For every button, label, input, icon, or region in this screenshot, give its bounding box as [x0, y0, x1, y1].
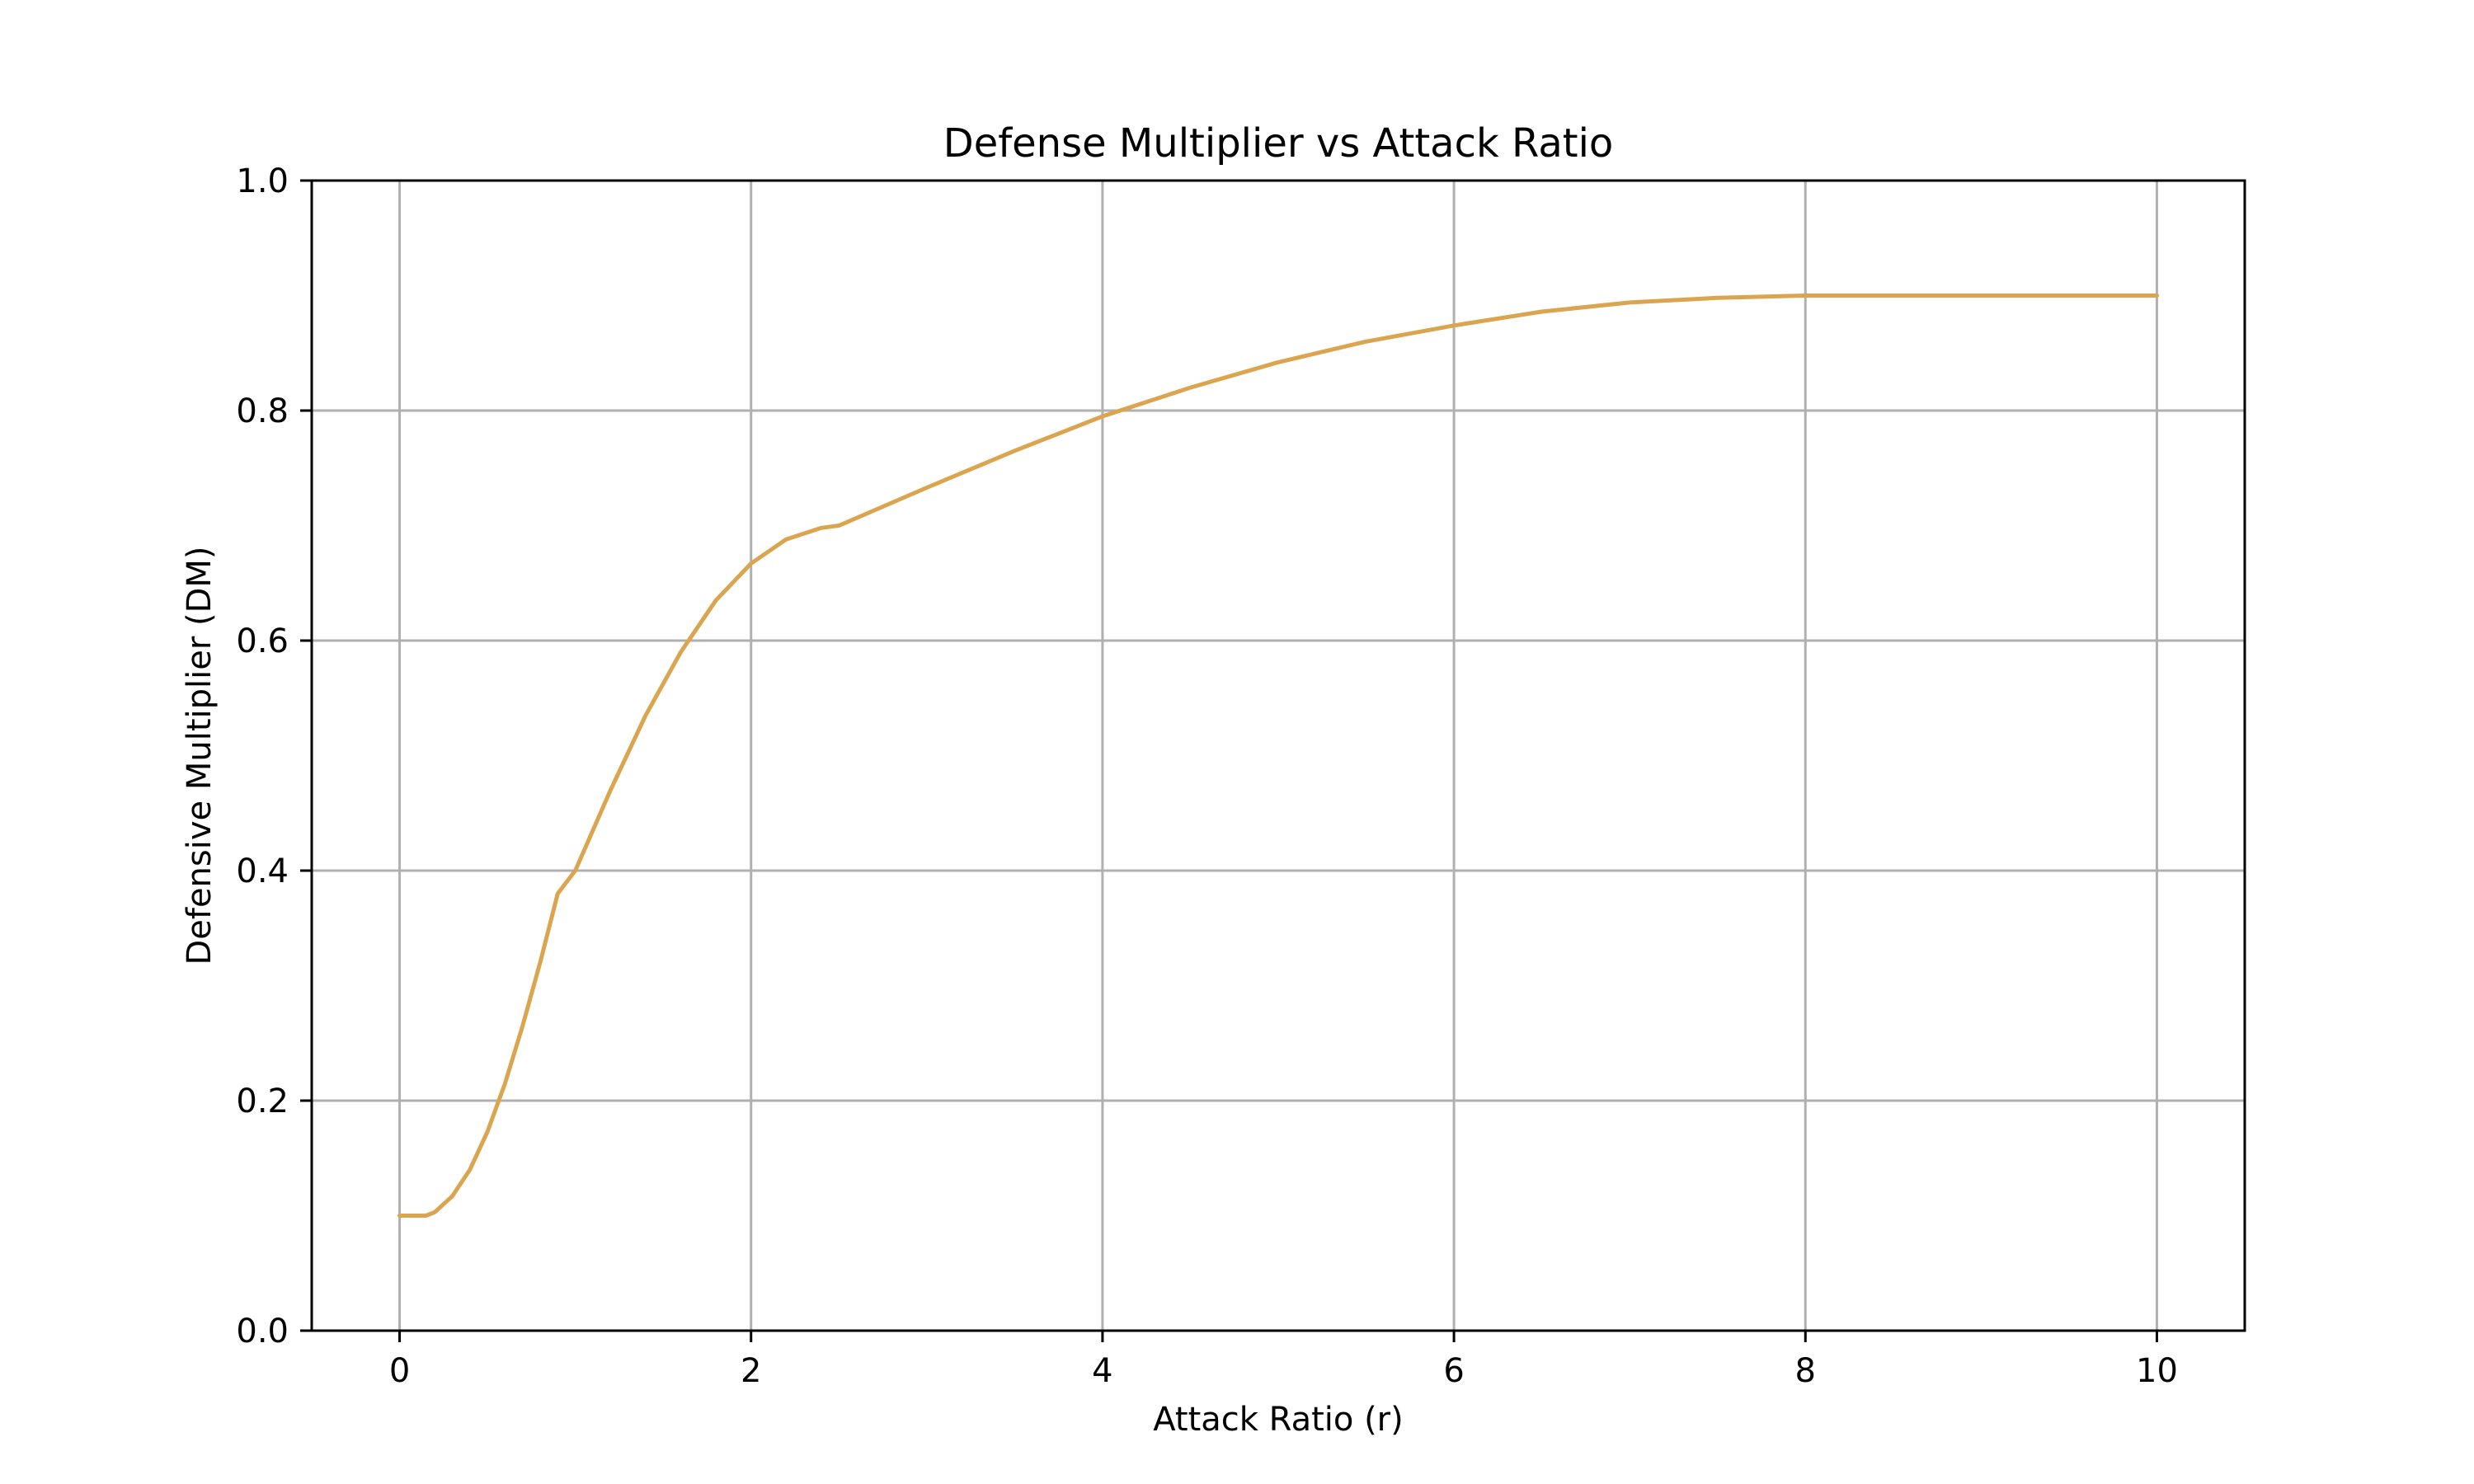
x-axis-label: Attack Ratio (r): [1153, 1401, 1403, 1439]
x-tick-label: 4: [1092, 1352, 1112, 1390]
y-tick-label: 0.2: [236, 1082, 289, 1120]
x-tick-label: 8: [1795, 1352, 1816, 1390]
ticks: 0 2 4 6 8 10 0.0 0.2 0.4 0.6 0.8 1.0: [236, 162, 2178, 1390]
series-layer: [397, 294, 2159, 1218]
y-tick-label: 0.4: [236, 852, 289, 890]
y-tick-label: 0.0: [236, 1313, 289, 1350]
x-tick-label: 10: [2136, 1352, 2178, 1390]
y-tick-label: 0.8: [236, 392, 289, 430]
x-tick-label: 0: [389, 1352, 410, 1390]
chart-title: Defense Multiplier vs Attack Ratio: [943, 120, 1614, 167]
y-tick-label: 1.0: [236, 162, 289, 200]
y-axis-label: Defensive Multiplier (DM): [181, 546, 219, 965]
x-tick-label: 2: [741, 1352, 761, 1390]
series-line: [397, 294, 2159, 1218]
y-tick-label: 0.6: [236, 622, 289, 660]
x-tick-label: 6: [1443, 1352, 1464, 1390]
plot-frame: [310, 179, 2246, 1332]
